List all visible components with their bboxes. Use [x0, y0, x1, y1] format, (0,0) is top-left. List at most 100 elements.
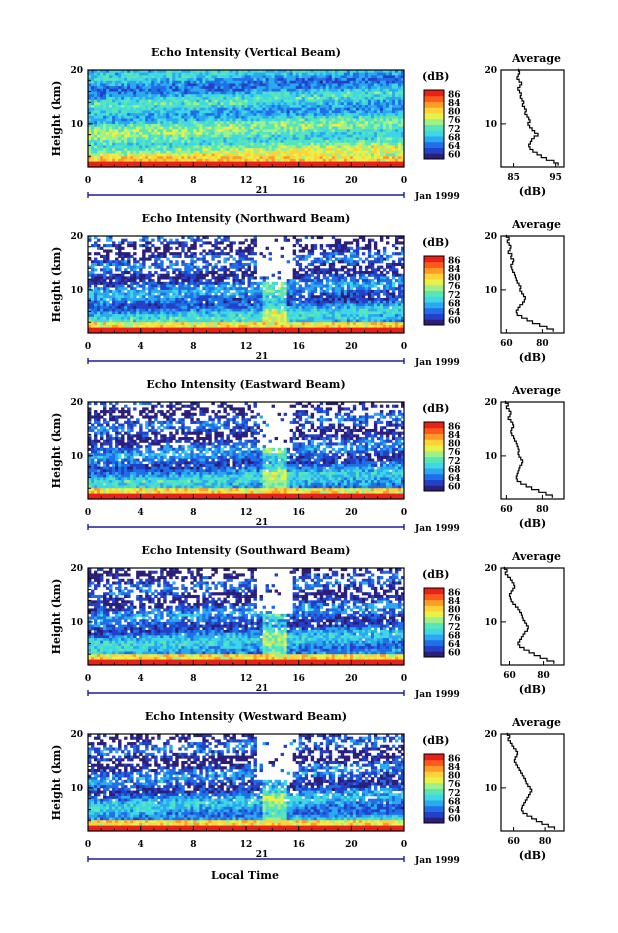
heatmap-cell: [136, 92, 139, 95]
heatmap-cell: [362, 247, 365, 250]
heatmap-cell: [151, 239, 154, 242]
heatmap-cell: [290, 162, 293, 165]
heatmap-cell: [248, 129, 251, 132]
heatmap-cell: [133, 282, 136, 285]
heatmap-cell: [371, 113, 374, 116]
heatmap-cell: [344, 110, 347, 113]
heatmap-cell: [133, 102, 136, 105]
heatmap-cell: [350, 154, 353, 157]
heatmap-cell: [392, 140, 395, 143]
heatmap-cell: [130, 102, 133, 105]
heatmap-cell: [145, 148, 148, 151]
heatmap-cell: [335, 135, 338, 138]
heatmap-cell: [263, 140, 266, 143]
heatmap-cell: [299, 279, 302, 282]
heatmap-cell: [299, 127, 302, 130]
heatmap-cell: [347, 78, 350, 81]
heatmap-cell: [329, 100, 332, 103]
heatmap-cell: [136, 81, 139, 84]
heatmap-cell: [115, 113, 118, 116]
heatmap-cell: [359, 83, 362, 86]
heatmap-cell: [380, 100, 383, 103]
heatmap-cell: [320, 137, 323, 140]
heatmap-cell: [160, 83, 163, 86]
heatmap-cell: [320, 89, 323, 92]
heatmap-cell: [142, 113, 145, 116]
heatmap-cell: [217, 140, 220, 143]
heatmap-cell: [163, 162, 166, 165]
heatmap-cell: [263, 83, 266, 86]
heatmap-cell: [232, 102, 235, 105]
heatmap-cell: [344, 143, 347, 146]
heatmap-cell: [398, 105, 401, 108]
heatmap-cell: [127, 252, 130, 255]
heatmap-cell: [184, 127, 187, 130]
heatmap-cell: [350, 156, 353, 159]
heatmap-cell: [169, 132, 172, 135]
heatmap-cell: [160, 129, 163, 132]
heatmap-cell: [377, 75, 380, 78]
heatmap-cell: [199, 81, 202, 84]
heatmap-cell: [217, 143, 220, 146]
heatmap-cell: [205, 94, 208, 97]
heatmap-cell: [341, 252, 344, 255]
heatmap-cell: [238, 145, 241, 148]
heatmap-cell: [359, 121, 362, 124]
heatmap-cell: [299, 94, 302, 97]
heatmap-cell: [305, 145, 308, 148]
heatmap-cell: [163, 252, 166, 255]
heatmap-cell: [181, 285, 184, 288]
heatmap-cell: [281, 156, 284, 159]
heatmap-cell: [287, 279, 290, 282]
heatmap-cell: [317, 258, 320, 261]
heatmap-cell: [238, 282, 241, 285]
heatmap-cell: [398, 102, 401, 105]
heatmap-cell: [202, 140, 205, 143]
heatmap-cell: [214, 81, 217, 84]
heatmap-cell: [299, 239, 302, 242]
heatmap-cell: [317, 94, 320, 97]
heatmap-cell: [133, 266, 136, 269]
heatmap-cell: [314, 159, 317, 162]
heatmap-cell: [148, 266, 151, 269]
heatmap-cell: [350, 113, 353, 116]
heatmap-cell: [371, 151, 374, 154]
heatmap-cell: [344, 100, 347, 103]
heatmap-cell: [193, 105, 196, 108]
heatmap-cell: [223, 78, 226, 81]
heatmap-cell: [371, 266, 374, 269]
heatmap-cell: [323, 260, 326, 263]
heatmap-cell: [254, 119, 257, 122]
date-month-label: Jan 1999: [414, 192, 460, 202]
heatmap-cell: [166, 247, 169, 250]
heatmap-cell: [202, 274, 205, 277]
heatmap-cell: [91, 282, 94, 285]
heatmap-cell: [217, 116, 220, 119]
heatmap-cell: [205, 260, 208, 263]
heatmap-cell: [353, 121, 356, 124]
heatmap-cell: [374, 145, 377, 148]
heatmap-cell: [187, 78, 190, 81]
heatmap-cell: [296, 156, 299, 159]
heatmap-cell: [257, 154, 260, 157]
heatmap-cell: [371, 102, 374, 105]
heatmap-cell: [389, 86, 392, 89]
heatmap-cell: [241, 140, 244, 143]
heatmap-cell: [281, 159, 284, 162]
heatmap-cell: [338, 100, 341, 103]
heatmap-cell: [308, 276, 311, 279]
heatmap-cell: [341, 124, 344, 127]
heatmap-cell: [329, 271, 332, 274]
heatmap-cell: [91, 244, 94, 247]
heatmap-cell: [109, 274, 112, 277]
heatmap-cell: [368, 121, 371, 124]
heatmap-cell: [275, 97, 278, 100]
heatmap-cell: [326, 268, 329, 271]
heatmap-cell: [296, 108, 299, 111]
heatmap-cell: [229, 129, 232, 132]
heatmap-cell: [181, 271, 184, 274]
heatmap-cell: [296, 89, 299, 92]
heatmap-cell: [118, 244, 121, 247]
heatmap-cell: [365, 73, 368, 76]
heatmap-cell: [356, 282, 359, 285]
